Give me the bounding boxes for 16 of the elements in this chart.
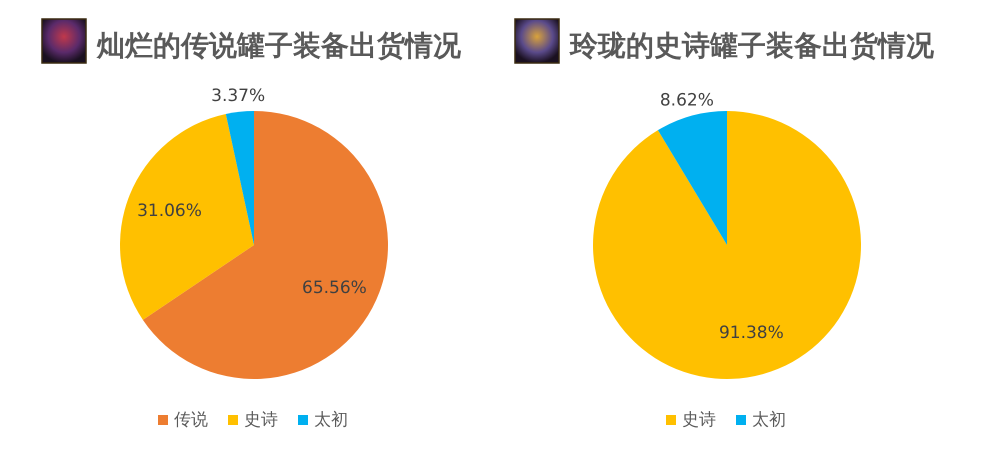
data-label: 91.38%: [718, 322, 784, 343]
legend-label: 太初: [314, 410, 348, 430]
data-label: 65.56%: [302, 278, 367, 298]
legend-label: 史诗: [244, 410, 278, 430]
pie-slice: [658, 111, 727, 245]
pie-slice: [593, 111, 861, 379]
data-label: 3.37%: [211, 86, 266, 106]
pie-slice: [226, 111, 254, 245]
legend-label: 史诗: [682, 410, 716, 430]
legend-label: 传说: [174, 410, 208, 430]
data-label: 31.06%: [137, 200, 202, 221]
chart-title: 灿烂的传说罐子装备出货情况: [96, 29, 462, 62]
data-label: 8.62%: [660, 90, 714, 110]
chart-title: 玲珑的史诗罐子装备出货情况: [569, 29, 935, 62]
legend-label: 太初: [752, 410, 786, 430]
pie-slice: [120, 114, 254, 320]
